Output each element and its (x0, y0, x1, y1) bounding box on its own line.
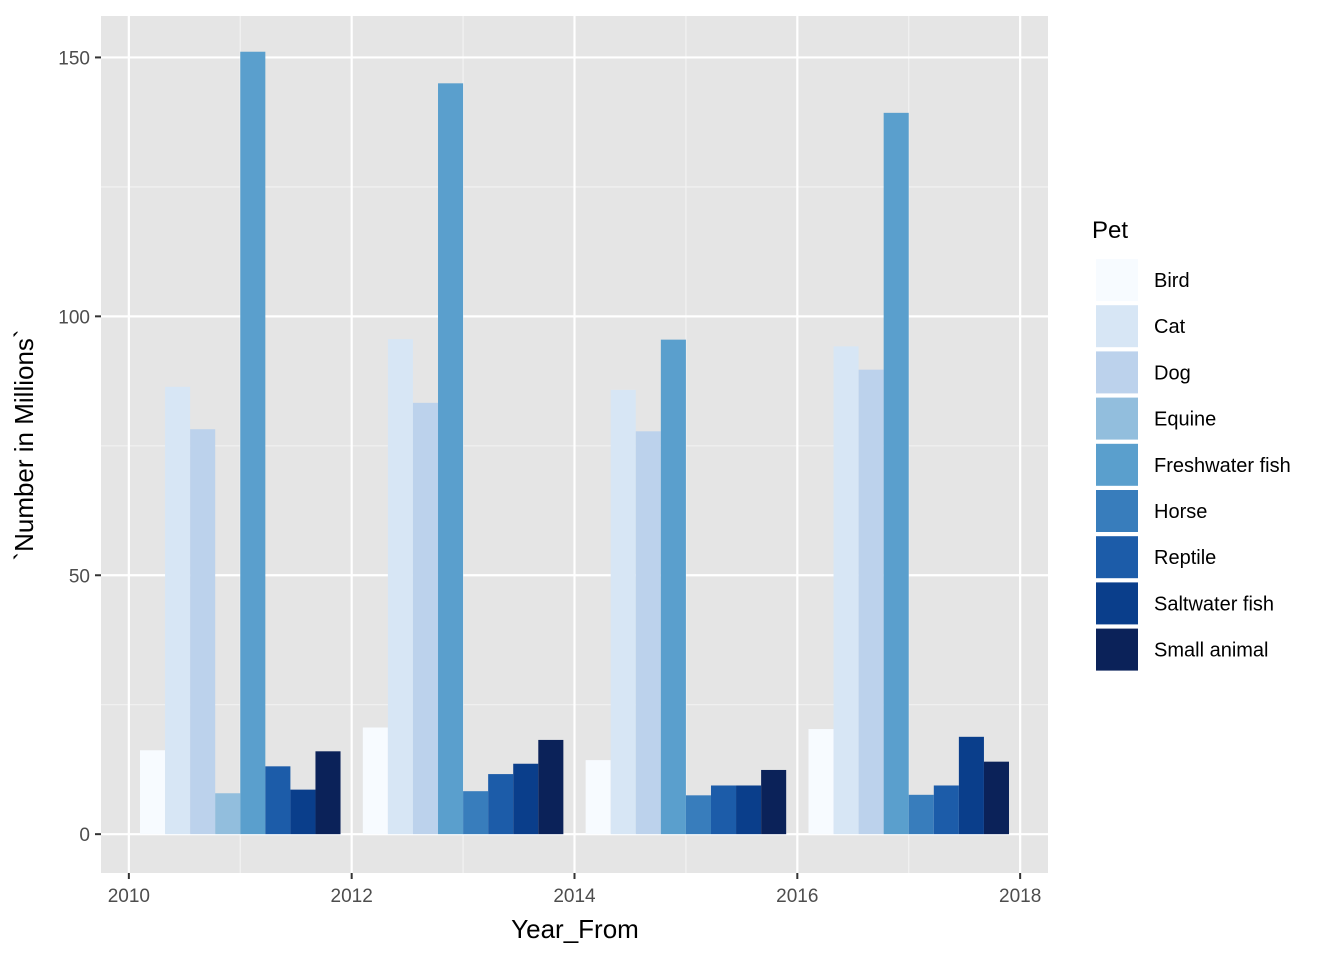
bar (315, 751, 341, 835)
bar (362, 727, 388, 835)
x-axis-title: Year_From (511, 914, 639, 944)
bar (240, 51, 266, 835)
bar (488, 774, 514, 835)
y-tick-label: 150 (58, 48, 90, 69)
bar (610, 389, 636, 835)
x-tick-label: 2016 (776, 886, 818, 907)
legend: Pet Bird Cat Dog Equine Freshwater fish Horse… (1092, 217, 1291, 671)
bars (139, 51, 1010, 835)
bar (833, 346, 859, 835)
bar (538, 739, 564, 835)
bar (983, 761, 1010, 835)
legend-label: Cat (1154, 316, 1186, 338)
legend-label: Horse (1154, 501, 1207, 523)
legend-label: Equine (1154, 409, 1216, 431)
bar (139, 750, 166, 835)
legend-key (1096, 351, 1138, 394)
legend-label: Reptile (1154, 547, 1216, 569)
bar (710, 785, 737, 835)
legend-label: Small animal (1154, 640, 1268, 662)
bar (290, 789, 316, 835)
bar (858, 369, 884, 835)
bar (438, 83, 464, 835)
bar (215, 793, 241, 835)
bar (685, 795, 711, 835)
x-tick-label: 2012 (331, 886, 373, 907)
bar (265, 766, 291, 835)
bar (736, 785, 762, 835)
legend-title: Pet (1092, 217, 1128, 244)
legend-key (1096, 536, 1138, 579)
y-tick-label: 50 (69, 566, 90, 587)
legend-key (1096, 443, 1138, 486)
legend-key (1096, 490, 1138, 532)
bar (958, 736, 984, 835)
bar (412, 402, 439, 835)
bar (513, 763, 539, 835)
bar (190, 429, 216, 835)
bar (933, 785, 959, 835)
x-axis: 2010 2012 2014 2016 2018 (108, 873, 1041, 907)
y-tick-label: 100 (58, 307, 90, 328)
bar (660, 339, 686, 835)
legend-key (1096, 305, 1138, 348)
bar (585, 760, 611, 835)
x-tick-label: 2010 (108, 886, 150, 907)
bar (808, 729, 834, 835)
legend-label: Dog (1154, 362, 1191, 384)
bar (463, 791, 489, 835)
bar (761, 769, 787, 835)
legend-key (1096, 628, 1138, 671)
legend-items: Bird Cat Dog Equine Freshwater fish Horse Rept… (1096, 259, 1291, 671)
bar (165, 386, 191, 835)
bar (387, 339, 413, 835)
legend-key (1096, 582, 1138, 625)
y-tick-label: 0 (79, 825, 90, 846)
legend-label: Freshwater fish (1154, 455, 1291, 477)
legend-label: Saltwater fish (1154, 593, 1274, 615)
bar (883, 112, 909, 835)
legend-key (1096, 397, 1138, 440)
bar (635, 431, 661, 835)
legend-label: Bird (1154, 270, 1190, 292)
x-tick-label: 2014 (553, 886, 596, 907)
y-axis-title: `Number in Millions` (9, 329, 39, 560)
x-tick-label: 2018 (999, 886, 1041, 907)
y-axis: 0 50 100 150 (58, 48, 101, 846)
legend-key (1096, 259, 1138, 301)
bar (908, 794, 934, 835)
